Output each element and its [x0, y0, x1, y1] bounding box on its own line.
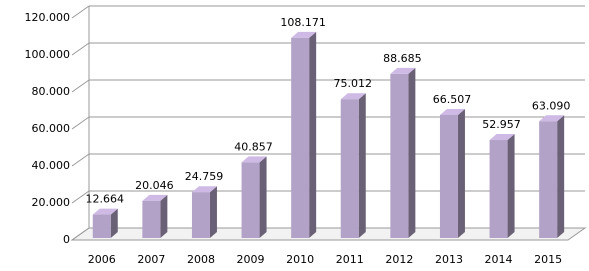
bar: [92, 214, 111, 238]
y-tick-label: 40.000: [32, 159, 71, 172]
bar: [439, 114, 458, 238]
x-tick-label: 2010: [286, 253, 314, 266]
value-label: 24.759: [185, 170, 224, 183]
x-tick-label: 2006: [88, 253, 116, 266]
value-label: 52.957: [482, 118, 521, 131]
bar-top: [489, 134, 515, 141]
bar-top: [340, 93, 366, 100]
y-tick-label: 0: [63, 233, 70, 246]
x-tick-label: 2011: [336, 253, 364, 266]
bar-top: [439, 108, 465, 115]
value-label: 75.012: [334, 77, 373, 90]
bar-top: [142, 194, 168, 201]
bar: [390, 73, 409, 239]
y-tick-label: 100.000: [25, 48, 71, 61]
value-label: 88.685: [383, 52, 422, 65]
bar: [191, 192, 210, 238]
bar-side: [557, 115, 565, 238]
bar-side: [259, 156, 267, 238]
x-tick-label: 2014: [485, 253, 513, 266]
bar: [539, 121, 558, 238]
y-tick-label: 60.000: [32, 122, 71, 135]
grid-stub: [71, 153, 90, 167]
y-tick-label: 80.000: [32, 85, 71, 98]
bar-top: [390, 67, 416, 74]
y-tick-label: 120.000: [25, 11, 71, 24]
y-tick-label: 20.000: [32, 196, 71, 209]
bar: [291, 37, 310, 238]
bar: [489, 140, 508, 238]
x-tick-label: 2008: [187, 253, 215, 266]
bar-side: [160, 194, 168, 238]
bar-side: [110, 208, 118, 238]
x-tick-label: 2009: [237, 253, 265, 266]
bar-side: [358, 93, 366, 238]
bar-side: [457, 108, 465, 238]
bar-top: [92, 208, 118, 215]
bar-side: [309, 31, 317, 238]
x-tick-label: 2007: [137, 253, 165, 266]
bar-side: [507, 134, 515, 238]
bar: [340, 99, 359, 238]
bar-top: [291, 31, 317, 38]
bar-top: [241, 156, 267, 163]
value-label: 20.046: [135, 179, 174, 192]
grid-stub: [71, 227, 90, 241]
bar: [241, 162, 260, 238]
grid-stub: [71, 79, 90, 93]
bar: [142, 200, 161, 238]
value-label: 108.171: [280, 16, 326, 29]
value-label: 66.507: [433, 93, 472, 106]
bar-top: [539, 115, 565, 122]
grid-stub: [71, 116, 90, 130]
x-tick-label: 2012: [385, 253, 413, 266]
value-label: 12.664: [86, 193, 125, 206]
bar-top: [191, 186, 217, 193]
x-tick-label: 2013: [435, 253, 463, 266]
value-label: 63.090: [532, 99, 571, 112]
bar-side: [408, 67, 416, 239]
x-tick-label: 2015: [534, 253, 562, 266]
bar-side: [209, 186, 217, 238]
grid-stub: [71, 190, 90, 204]
grid-stub: [71, 42, 90, 56]
value-label: 40.857: [234, 140, 273, 153]
grid-stub: [71, 5, 90, 19]
